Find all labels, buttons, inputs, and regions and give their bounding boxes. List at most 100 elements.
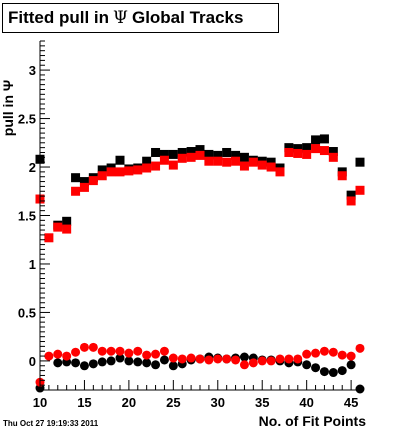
x-tick-label: 30 <box>211 395 225 410</box>
data-point-circle <box>311 363 321 373</box>
data-point-circle <box>53 349 63 359</box>
data-point-square <box>328 147 338 157</box>
data-point-square <box>355 157 365 167</box>
data-point-square <box>319 146 329 156</box>
data-point-square <box>97 171 107 181</box>
x-tick-label: 25 <box>166 395 180 410</box>
data-point-square <box>275 167 285 177</box>
data-point-circle <box>97 357 107 367</box>
x-tick-label: 20 <box>122 395 136 410</box>
data-point-square <box>231 150 241 160</box>
data-point-circle <box>97 346 107 356</box>
series-4 <box>35 342 365 387</box>
data-point-square <box>213 156 223 166</box>
data-point-circle <box>88 359 98 369</box>
data-point-square <box>177 153 187 163</box>
data-point-square <box>293 148 303 158</box>
data-point-circle <box>44 351 54 361</box>
data-point-square <box>284 143 294 153</box>
data-point-square <box>44 233 54 243</box>
data-point-circle <box>106 346 116 356</box>
data-point-circle <box>168 353 178 363</box>
data-point-square <box>284 147 294 157</box>
timestamp: Thu Oct 27 19:19:33 2011 <box>3 419 99 428</box>
y-tick-label: 2.5 <box>18 112 36 127</box>
axes <box>39 40 361 391</box>
data-point-square <box>328 152 338 162</box>
data-point-square <box>124 166 134 176</box>
data-point-circle <box>239 352 249 362</box>
data-point-square <box>151 147 161 157</box>
data-point-circle <box>319 346 329 356</box>
x-tick-label: 45 <box>344 395 358 410</box>
data-point-circle <box>337 350 347 360</box>
data-point-circle <box>124 356 134 366</box>
data-point-circle <box>106 356 116 366</box>
data-point-square <box>248 157 258 167</box>
data-marks <box>35 134 365 394</box>
data-point-square <box>168 160 178 170</box>
data-point-square <box>115 155 125 165</box>
data-point-square <box>142 156 152 166</box>
data-point-circle <box>88 342 98 352</box>
data-point-circle <box>302 349 312 359</box>
data-point-square <box>346 196 356 206</box>
y-tick-label: 0.5 <box>18 305 36 320</box>
data-point-square <box>266 162 276 172</box>
data-point-circle <box>239 360 249 370</box>
data-point-square <box>213 150 223 160</box>
data-point-square <box>311 135 321 145</box>
y-tick-label: 2 <box>29 160 36 175</box>
data-point-circle <box>62 351 72 361</box>
data-point-circle <box>248 358 258 368</box>
data-point-circle <box>142 358 152 368</box>
data-point-square <box>159 155 169 165</box>
x-tick-label: 40 <box>299 395 313 410</box>
data-point-circle <box>151 349 161 359</box>
data-point-circle <box>53 358 63 368</box>
x-tick-label: 10 <box>33 395 47 410</box>
data-point-square <box>79 177 89 187</box>
y-tick-label: 1.5 <box>18 209 36 224</box>
data-point-circle <box>328 347 338 357</box>
data-point-square <box>115 167 125 177</box>
data-point-square <box>337 171 347 181</box>
data-point-square <box>311 144 321 154</box>
data-point-circle <box>328 368 338 378</box>
data-point-circle <box>293 354 303 364</box>
tick-labels: 10 15 20 25 30 35 40 45 0 0.5 1 1.5 2 2.5 3 <box>18 63 358 410</box>
data-point-square <box>71 173 81 183</box>
y-axis-title: pull in Ψ <box>0 80 16 136</box>
data-point-circle <box>133 346 143 356</box>
data-point-circle <box>124 348 134 358</box>
data-point-circle <box>222 354 232 364</box>
y-tick-label: 1 <box>29 257 36 272</box>
data-point-circle <box>168 361 178 371</box>
data-point-circle <box>231 355 241 365</box>
data-point-circle <box>151 360 161 370</box>
data-point-square <box>177 147 187 157</box>
data-point-square <box>302 143 312 153</box>
data-point-circle <box>284 354 294 364</box>
data-point-square <box>204 149 214 159</box>
data-point-circle <box>266 356 276 366</box>
data-point-square <box>239 152 249 162</box>
data-point-circle <box>79 361 89 371</box>
title-suffix: Global Tracks <box>131 8 244 27</box>
data-point-circle <box>275 354 285 364</box>
data-point-square <box>302 149 312 159</box>
data-point-square <box>293 144 303 154</box>
x-axis-title: No. of Fit Points <box>259 413 367 429</box>
data-point-circle <box>204 355 214 365</box>
data-point-circle <box>159 346 169 356</box>
data-point-square <box>53 222 63 232</box>
data-point-circle <box>355 343 365 353</box>
chart-title-box: Fitted pull in Ψ Global Tracks <box>2 3 279 33</box>
data-point-square <box>346 190 356 200</box>
data-point-square <box>97 165 107 175</box>
data-point-circle <box>319 367 329 377</box>
y-tick-label: 0 <box>29 354 36 369</box>
series-2 <box>35 144 365 243</box>
data-point-square <box>266 157 276 167</box>
data-point-square <box>195 150 205 160</box>
